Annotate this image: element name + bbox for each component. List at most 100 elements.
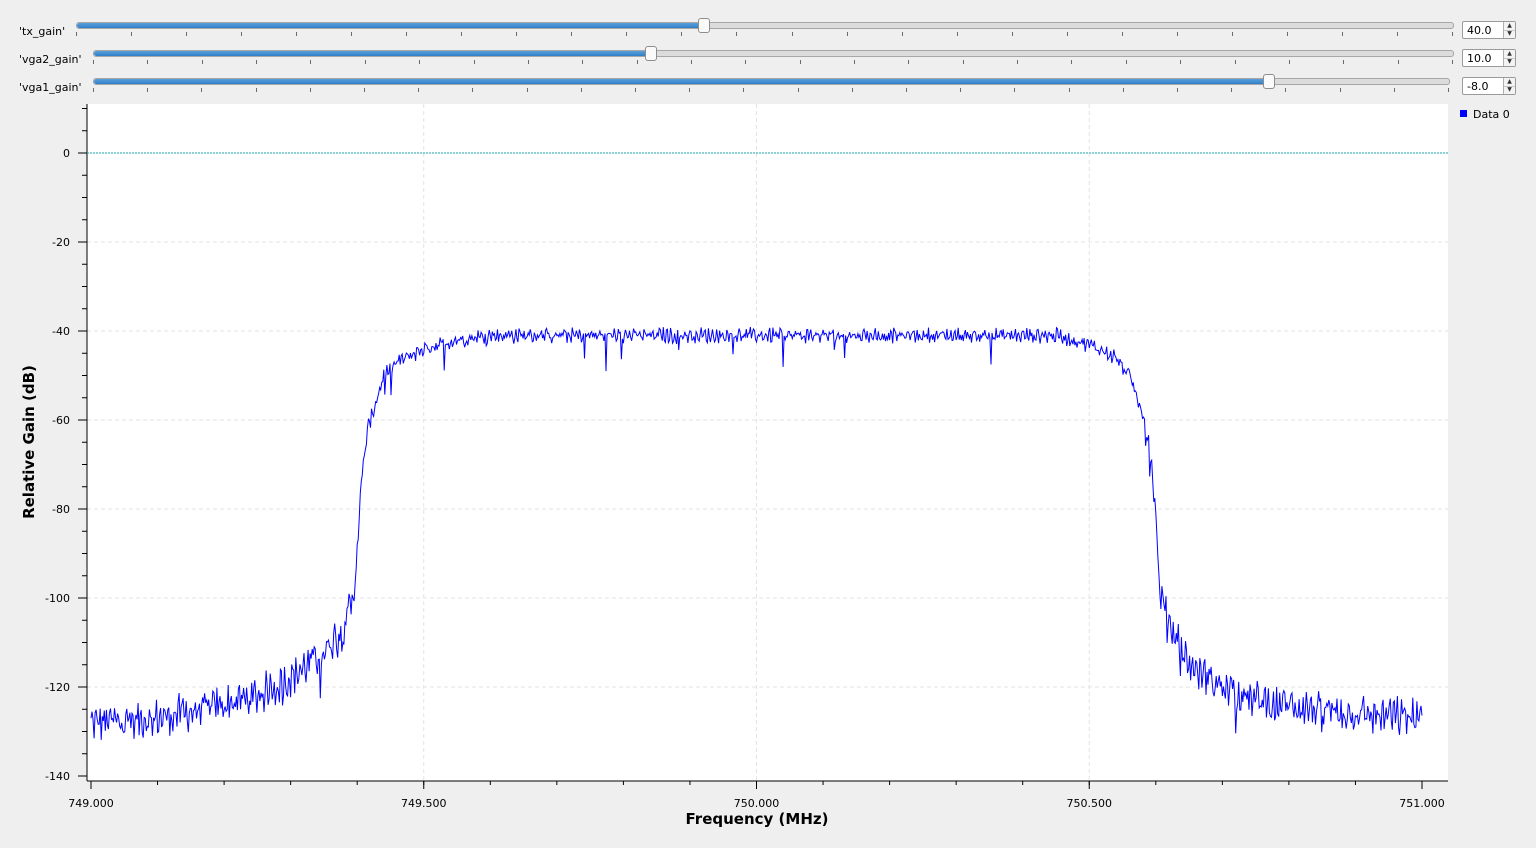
y-tick-label: -80 [52, 503, 70, 516]
slider-tick [846, 32, 848, 36]
slider-tick [147, 60, 149, 64]
x-tick-label: 749.000 [68, 797, 114, 810]
slider-tick [582, 60, 584, 64]
slider-tick [76, 32, 77, 36]
slider-tick [791, 32, 793, 36]
slider-tick [962, 60, 964, 64]
slider-tick [1017, 60, 1019, 64]
slider-handle[interactable] [1262, 74, 1275, 89]
slider-tick [93, 60, 94, 64]
slider-tick [1071, 60, 1073, 64]
slider-tick [296, 32, 298, 36]
slider-row-vga2-gain: 'vga2_gain' 10.0 ▲ ▼ [0, 44, 1536, 72]
slider-tick [1341, 32, 1343, 36]
slider-tick [1177, 88, 1178, 92]
slider-tick [1014, 88, 1016, 92]
spinbox-value: 40.0 [1467, 24, 1492, 37]
vga2-gain-slider[interactable] [93, 46, 1454, 61]
slider-tick [690, 60, 692, 64]
tx-gain-slider[interactable] [76, 18, 1454, 33]
slider-tick [854, 60, 856, 64]
x-axis-label: Frequency (MHz) [686, 810, 829, 828]
vga2-gain-spinbox[interactable]: 10.0 ▲ ▼ [1462, 49, 1516, 67]
slider-tick [799, 60, 801, 64]
slider-tick [255, 88, 257, 92]
arrow-down-icon[interactable]: ▼ [1507, 58, 1512, 65]
slider-label: 'vga2_gain' [19, 53, 82, 66]
slider-fill [94, 79, 1269, 84]
slider-tick [1231, 32, 1233, 36]
y-tick-label: -120 [45, 681, 70, 694]
slider-ticks [93, 60, 1453, 64]
arrow-up-icon[interactable]: ▲ [1504, 22, 1515, 31]
slider-row-tx-gain: 'tx_gain' 40.0 ▲ ▼ [0, 16, 1536, 44]
slider-tick [797, 88, 799, 92]
slider-tick [745, 60, 747, 64]
slider-tick [364, 60, 366, 64]
tx-gain-spinbox[interactable]: 40.0 ▲ ▼ [1462, 21, 1516, 39]
slider-tick [626, 32, 628, 36]
y-tick-label: -20 [52, 236, 70, 249]
slider-tick [851, 88, 853, 92]
x-tick-label: 749.500 [401, 797, 447, 810]
legend-label[interactable]: Data 0 [1473, 108, 1510, 121]
y-tick-label: 0 [63, 147, 70, 160]
slider-tick [1176, 32, 1178, 36]
y-tick-label: -40 [52, 325, 70, 338]
slider-tick [201, 88, 203, 92]
slider-tick [1122, 88, 1124, 92]
slider-tick [1180, 60, 1182, 64]
slider-tick [406, 32, 408, 36]
slider-tick [526, 88, 528, 92]
x-tick-label: 750.500 [1067, 797, 1113, 810]
slider-tick [131, 32, 133, 36]
slider-tick [1393, 88, 1395, 92]
spin-arrows: ▲ ▼ [1503, 50, 1515, 66]
arrow-up-icon[interactable]: ▲ [1504, 50, 1515, 59]
slider-tick [636, 60, 638, 64]
vga1-gain-spinbox[interactable]: -8.0 ▲ ▼ [1462, 77, 1516, 95]
arrow-down-icon[interactable]: ▼ [1507, 30, 1512, 37]
y-axis-label: Relative Gain (dB) [20, 365, 38, 519]
slider-tick [1452, 60, 1453, 64]
slider-tick [1397, 60, 1399, 64]
slider-tick [1339, 88, 1341, 92]
slider-tick [1011, 32, 1013, 36]
slider-ticks [93, 88, 1449, 92]
slider-tick [1234, 60, 1236, 64]
slider-handle[interactable] [698, 18, 711, 33]
slider-tick [461, 32, 463, 36]
slider-fill [94, 51, 652, 56]
slider-tick [256, 60, 258, 64]
slider-tick [906, 88, 907, 92]
slider-tick [309, 88, 311, 92]
spin-arrows: ▲ ▼ [1503, 22, 1515, 38]
slider-handle[interactable] [645, 46, 658, 61]
slider-tick [93, 88, 94, 92]
slider-tick [1068, 88, 1070, 92]
y-tick-label: -100 [45, 592, 70, 605]
slider-tick [580, 88, 582, 92]
slider-row-vga1-gain: 'vga1_gain' -8.0 ▲ ▼ [0, 72, 1536, 100]
slider-tick [901, 32, 903, 36]
spin-arrows: ▲ ▼ [1503, 78, 1515, 94]
arrow-down-icon[interactable]: ▼ [1507, 86, 1512, 93]
slider-tick [908, 60, 910, 64]
vga1-gain-slider[interactable] [93, 74, 1450, 89]
slider-tick [571, 32, 573, 36]
legend-marker [1460, 110, 1467, 117]
slider-tick [147, 88, 149, 92]
slider-tick [1288, 60, 1290, 64]
spinbox-value: 10.0 [1467, 52, 1492, 65]
slider-tick [1343, 60, 1345, 64]
slider-tick [960, 88, 962, 92]
slider-tick [1285, 88, 1287, 92]
slider-tick [186, 32, 188, 36]
arrow-up-icon[interactable]: ▲ [1504, 78, 1515, 87]
plot-canvas [87, 104, 1448, 781]
slider-tick [364, 88, 365, 92]
slider-tick [743, 88, 745, 92]
x-tick-label: 751.000 [1399, 797, 1445, 810]
slider-tick [956, 32, 958, 36]
